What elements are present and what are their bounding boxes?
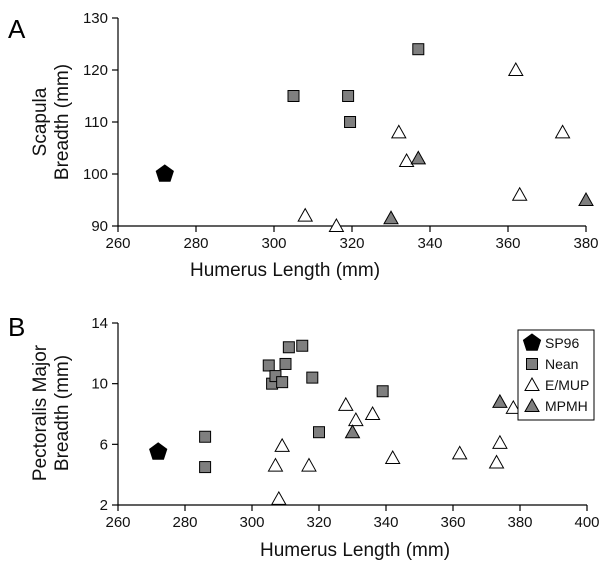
panel-a-label: A [8, 14, 26, 44]
panel-a-y-tick-label: 120 [83, 62, 108, 79]
panel-b-x-tick-label: 380 [507, 514, 532, 531]
panel-b-x-tick-label: 360 [440, 514, 465, 531]
panel-a-x-tick-label: 260 [105, 235, 130, 252]
panel-a-point-nean [412, 43, 425, 56]
panel-a-point-mpmh [410, 150, 427, 165]
panel-b-y-tick-label: 10 [91, 376, 108, 393]
legend-label-e-mup: E/MUP [545, 377, 589, 393]
panel-a-point-e-mup [554, 124, 571, 139]
panel-a-x-tick-label: 320 [339, 235, 364, 252]
panel-b-xlabel: Humerus Length (mm) [260, 540, 450, 561]
legend-label-sp96: SP96 [545, 335, 579, 351]
panel-b-point-e-mup [384, 449, 401, 464]
panel-b-point-nean [279, 357, 292, 370]
panel-b-point-nean [296, 339, 309, 352]
panel-b-point-e-mup [364, 405, 381, 420]
panel-a-ylabel-line2: Breadth (mm) [52, 64, 73, 180]
panel-a-x-tick-label: 360 [495, 235, 520, 252]
panel-a-y-tick-label: 100 [83, 166, 108, 183]
panel-b-y-tick-label: 2 [100, 497, 108, 514]
panel-a-point-sp96 [155, 164, 174, 182]
panel-a-point-nean [342, 90, 355, 102]
panel-b-point-nean [269, 370, 282, 383]
legend-marker-sp96 [522, 333, 542, 351]
panel-a-point-nean [344, 116, 357, 128]
panel-a-point-e-mup [398, 152, 415, 167]
panel-a-point-mpmh [383, 210, 399, 225]
panel-b-x-tick-label: 400 [574, 514, 599, 531]
panel-b-point-nean [306, 371, 319, 384]
panel-b-x-tick-label: 280 [172, 514, 197, 531]
panel-b-x-tick-label: 260 [105, 514, 130, 531]
panel-b-y-tick-label: 14 [91, 315, 108, 332]
panel-a-point-nean [287, 90, 300, 102]
panel-a-y-tick-label: 130 [83, 10, 108, 27]
panel-b-x-tick-label: 340 [373, 514, 398, 531]
panel-b-point-e-mup [451, 445, 468, 460]
panel-b-y-tick-label: 6 [100, 436, 108, 453]
legend-marker-e-mup [524, 376, 540, 391]
panel-a-point-e-mup [507, 61, 524, 76]
panel-b-point-e-mup [267, 457, 284, 472]
panel-b-ylabel-line2: Breadth (mm) [52, 355, 73, 471]
panel-a-point-e-mup [297, 207, 314, 222]
panel-b-point-mpmh [492, 393, 508, 408]
panel-a-x-tick-label: 340 [417, 235, 442, 252]
panel-a-point-mpmh [578, 191, 594, 206]
panel-b-point-e-mup [301, 457, 317, 472]
panel-b-ylabel-line1: Pectoralis Major [30, 344, 51, 481]
panel-a-xlabel: Humerus Length (mm) [190, 260, 380, 281]
panel-b-label: B [8, 312, 25, 342]
panel-a-point-e-mup [390, 124, 407, 139]
legend-marker-nean [526, 358, 538, 370]
panel-b-x-tick-label: 300 [239, 514, 264, 531]
panel-b-point-mpmh [344, 424, 361, 439]
legend-label-mpmh: MPMH [545, 398, 588, 414]
panel-b-x-tick-label: 320 [306, 514, 331, 531]
panel-b-point-e-mup [270, 490, 287, 505]
panel-b-point-e-mup [347, 412, 364, 427]
panel-a-point-e-mup [328, 217, 345, 232]
panel-b-point-e-mup [492, 434, 508, 449]
panel-b-point-e-mup [274, 437, 291, 452]
panel-b-point-e-mup [488, 454, 505, 469]
panel-b-point-nean [199, 430, 212, 443]
panel-a-point-e-mup [511, 186, 528, 201]
panel-b-point-e-mup [505, 399, 522, 414]
panel-a-x-tick-label: 300 [261, 235, 286, 252]
panel-a-x-tick-label: 380 [573, 235, 598, 252]
panel-a: A Scapula Breadth (mm) Humerus Length (m… [8, 10, 599, 281]
panel-a-y-tick-label: 90 [91, 218, 108, 235]
panel-b-point-nean [262, 359, 275, 372]
panel-b-point-nean [376, 385, 389, 398]
panel-b-point-nean [282, 341, 295, 354]
panel-b-point-nean [199, 461, 212, 474]
panel-b: B Pectoralis Major Breadth (mm) Humerus … [8, 312, 600, 561]
panel-b-point-nean [313, 426, 325, 439]
panel-a-ylabel-line1: Scapula [30, 87, 51, 156]
panel-a-y-tick-label: 110 [84, 114, 108, 131]
legend: SP96 Nean E/MUP MPMH [517, 329, 595, 421]
legend-marker-mpmh [524, 397, 540, 412]
panel-b-point-nean [276, 376, 289, 389]
panel-a-x-tick-label: 280 [183, 235, 208, 252]
panel-b-point-sp96 [149, 442, 168, 460]
panel-b-point-e-mup [337, 396, 354, 411]
legend-label-nean: Nean [545, 356, 578, 372]
